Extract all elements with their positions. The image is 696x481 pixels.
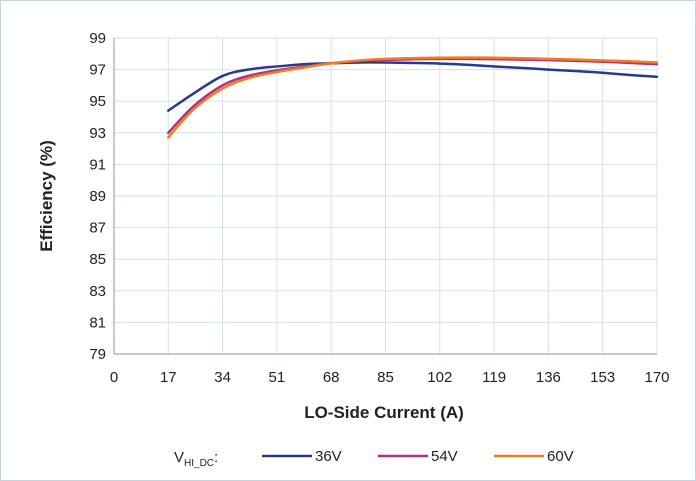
y-tick-label-97: 97 bbox=[89, 62, 106, 79]
x-tick-label-102: 102 bbox=[427, 369, 452, 386]
x-tick-label-68: 68 bbox=[323, 369, 340, 386]
y-tick-label-87: 87 bbox=[89, 220, 106, 237]
legend: VHI_DC: 36V 54V 60V bbox=[174, 448, 574, 469]
y-axis-title: Efficiency (%) bbox=[37, 140, 56, 251]
x-axis-title: LO-Side Current (A) bbox=[304, 403, 464, 422]
y-tick-label-83: 83 bbox=[89, 283, 106, 300]
y-tick-label-85: 85 bbox=[89, 251, 106, 268]
x-tick-label-136: 136 bbox=[536, 369, 561, 386]
y-tick-label-99: 99 bbox=[89, 30, 106, 47]
y-tick-label-93: 93 bbox=[89, 125, 106, 142]
series-lines bbox=[167, 56, 659, 139]
legend-prefix: VHI_DC: bbox=[174, 449, 218, 469]
axes bbox=[113, 38, 657, 355]
x-tick-label-17: 17 bbox=[160, 369, 177, 386]
gridlines bbox=[114, 37, 658, 354]
x-tick-label-170: 170 bbox=[644, 369, 669, 386]
x-tick-label-85: 85 bbox=[377, 369, 394, 386]
x-tick-label-51: 51 bbox=[269, 369, 286, 386]
y-tick-label-95: 95 bbox=[89, 93, 106, 110]
legend-label-60V: 60V bbox=[547, 448, 574, 465]
legend-label-36V: 36V bbox=[315, 448, 342, 465]
legend-prefix-main: V bbox=[174, 449, 184, 466]
series-line-60V bbox=[167, 56, 659, 139]
legend-prefix-sub: HI_DC bbox=[184, 458, 214, 469]
x-tick-label-119: 119 bbox=[482, 369, 506, 386]
x-tick-label-0: 0 bbox=[110, 369, 118, 386]
y-tick-label-79: 79 bbox=[89, 346, 106, 363]
legend-prefix-suffix: : bbox=[214, 449, 218, 466]
x-tick-label-153: 153 bbox=[590, 369, 615, 386]
tick-labels: 0 17 34 51 68 85 102 119 136 153 170 79 81 83 85 87 89 91… bbox=[89, 30, 669, 386]
x-tick-label-34: 34 bbox=[214, 369, 231, 386]
y-tick-label-81: 81 bbox=[89, 314, 106, 331]
legend-label-54V: 54V bbox=[431, 448, 458, 465]
series-line-36V bbox=[167, 61, 659, 112]
y-tick-label-91: 91 bbox=[89, 156, 106, 173]
y-tick-label-89: 89 bbox=[89, 188, 106, 205]
